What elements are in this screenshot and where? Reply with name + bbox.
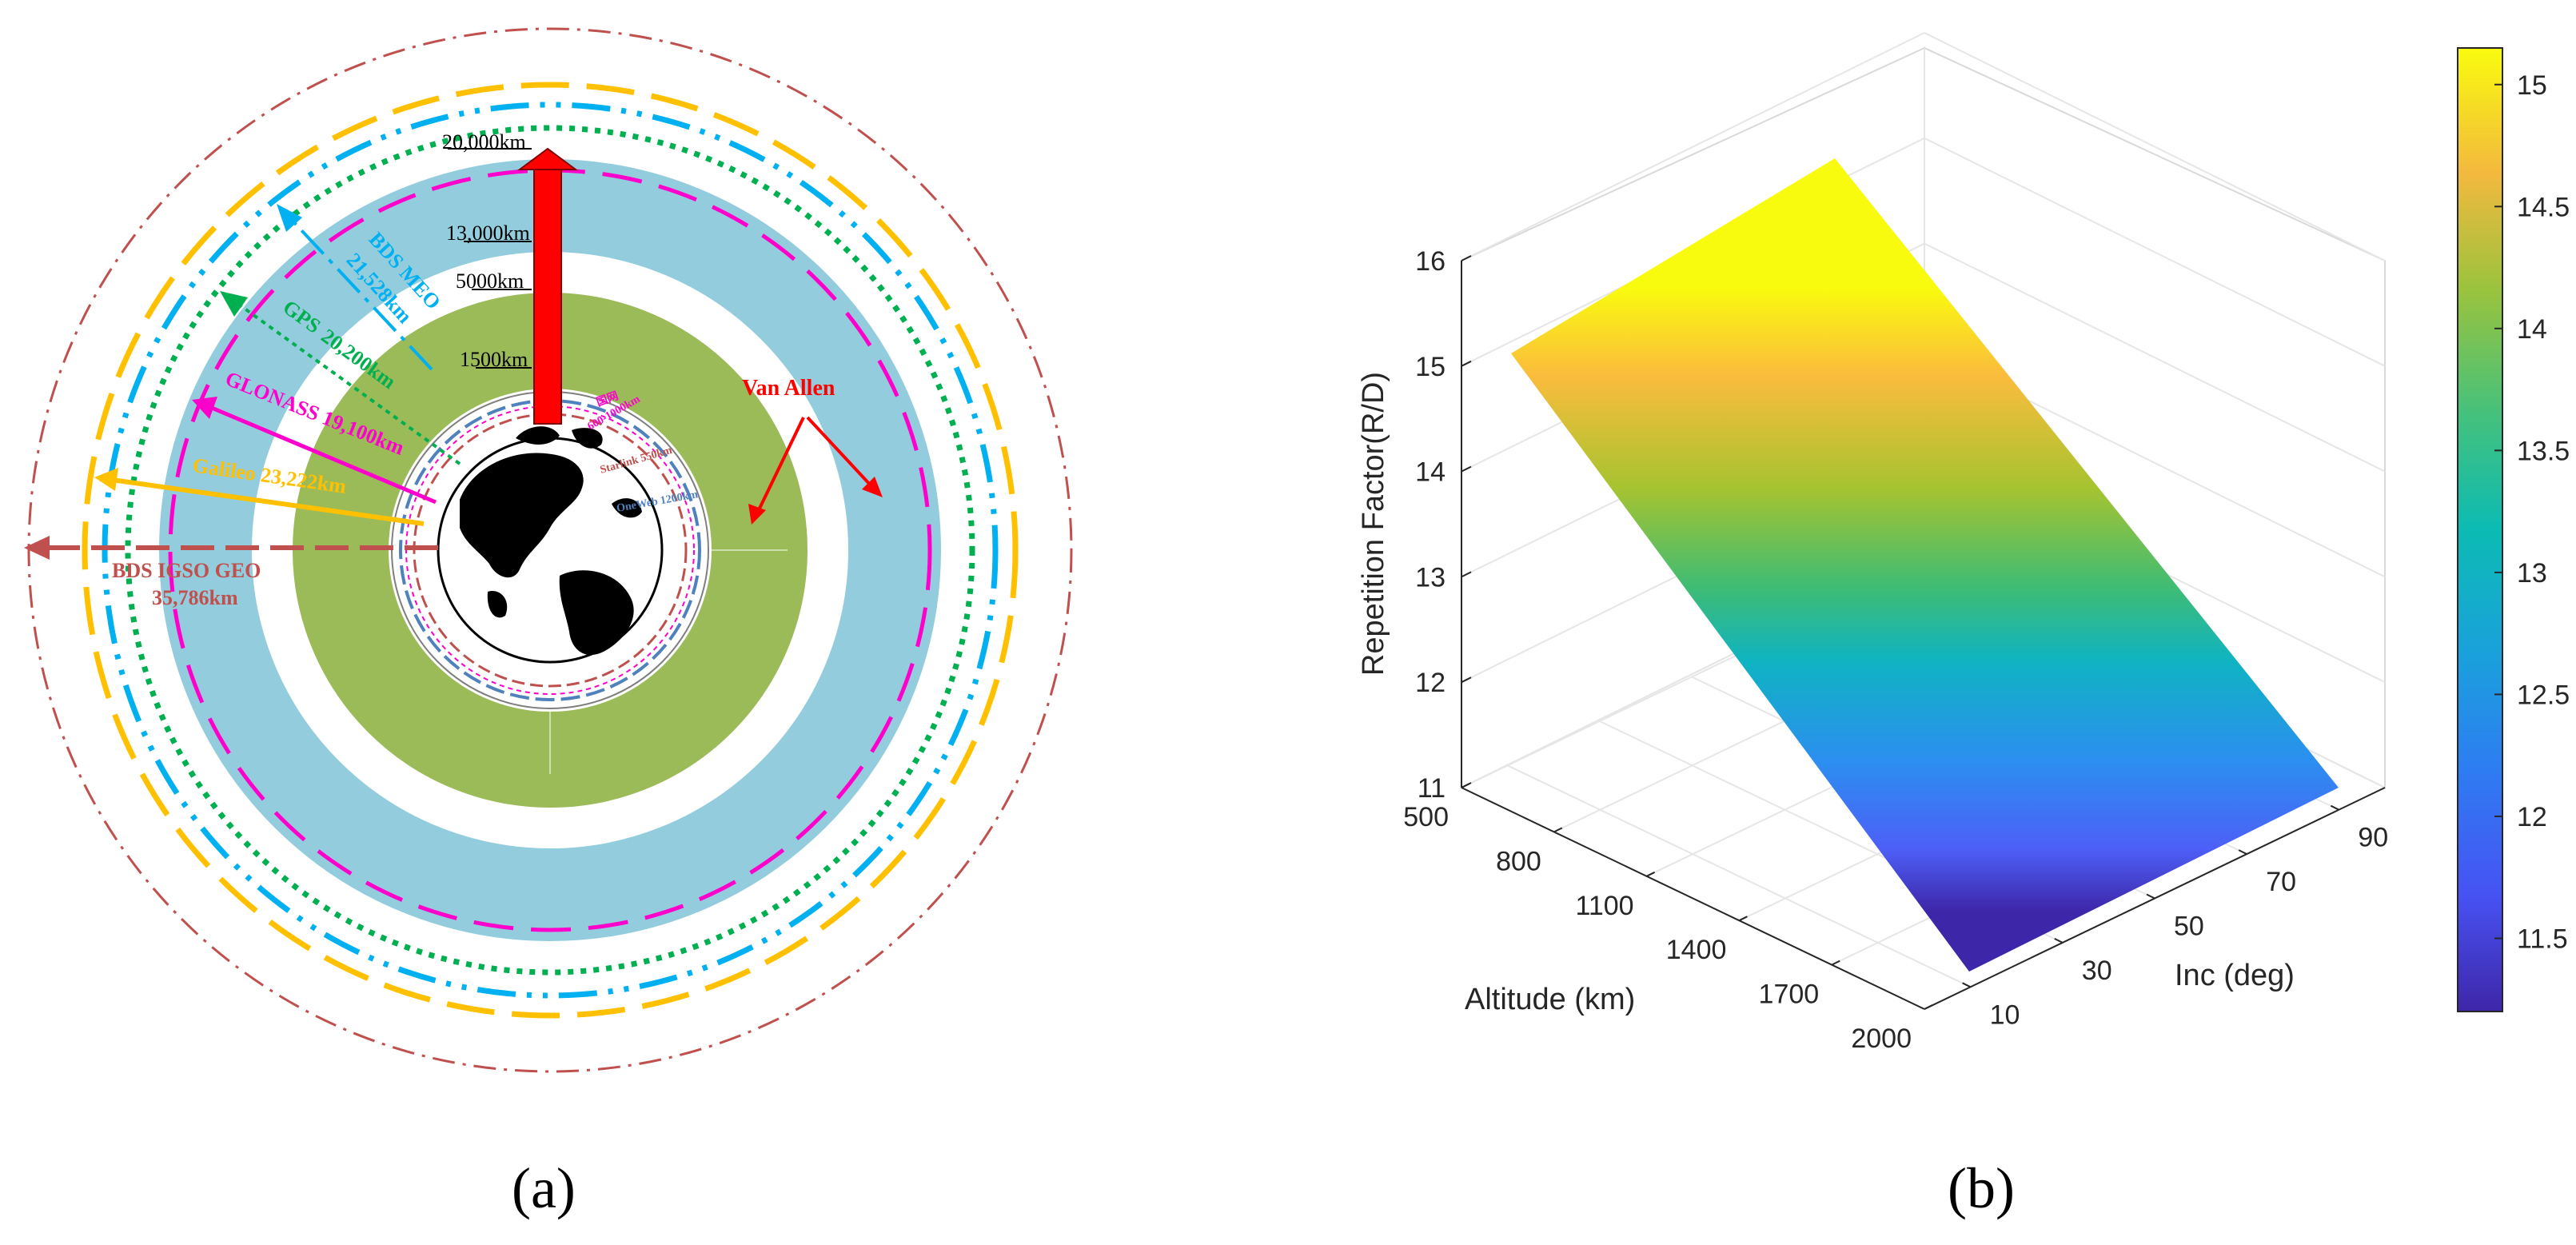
z-tick-label: 12 bbox=[1415, 668, 1446, 698]
colorbar-tick-label: 13 bbox=[2517, 558, 2547, 589]
gps-orbit-ring bbox=[125, 125, 975, 976]
van-allen-arrow-outer bbox=[806, 416, 883, 497]
van-allen-arrow-inner bbox=[748, 417, 805, 525]
y-tick-label: 10 bbox=[1990, 1000, 2020, 1030]
earth-continents-icon bbox=[460, 426, 642, 656]
z-tick-label: 11 bbox=[1418, 773, 1446, 804]
x-tick-label: 1400 bbox=[1666, 935, 1727, 965]
panel-b-label: (b) bbox=[1948, 1156, 2015, 1220]
x-axis-label: Altitude (km) bbox=[1465, 983, 1635, 1016]
altitude-marker-1500: 1500km bbox=[460, 348, 528, 371]
panel-a-label: (a) bbox=[512, 1156, 576, 1220]
z-tick-label: 13 bbox=[1415, 562, 1446, 593]
x-tick-label: 1100 bbox=[1575, 891, 1633, 921]
colorbar bbox=[2457, 47, 2503, 1012]
colorbar-tick-label: 14 bbox=[2517, 314, 2547, 345]
altitude-marker-5000: 5000km bbox=[456, 269, 524, 293]
colorbar-tick-label: 12.5 bbox=[2517, 680, 2570, 710]
altitude-marker-20000: 20,000km bbox=[442, 130, 526, 154]
colorbar-tick-label: 12 bbox=[2517, 802, 2547, 832]
x-tick-mark bbox=[1738, 916, 1748, 922]
x-tick-mark bbox=[1461, 783, 1470, 788]
geo-orbit-ring bbox=[27, 27, 1073, 1073]
colorbar-tick-label: 14.5 bbox=[2517, 192, 2570, 222]
z-tick-mark bbox=[1461, 465, 1472, 473]
x-axis-line bbox=[1461, 787, 1925, 1010]
y-axis-ticks: 10 30 50 70 90 bbox=[1962, 804, 2388, 1030]
bds-meo-arrow bbox=[277, 204, 433, 371]
x-axis-ticks: 500 800 1100 1400 1700 2000 bbox=[1403, 783, 1933, 1054]
y-tick-label: 30 bbox=[2082, 956, 2112, 986]
z-gridline bbox=[1461, 32, 1925, 261]
colorbar-tick-label: 11.5 bbox=[2517, 924, 2568, 954]
z-tick-label: 16 bbox=[1415, 246, 1446, 277]
x-tick-mark bbox=[1646, 871, 1656, 877]
galileo-orbit-ring bbox=[82, 82, 1019, 1019]
y-tick-mark bbox=[2330, 804, 2339, 811]
x-tick-label: 500 bbox=[1403, 802, 1449, 832]
z-gridline bbox=[1924, 137, 2386, 367]
y-tick-mark bbox=[1962, 982, 1972, 988]
z-axis-label: Repetition Factor(R/D) bbox=[1357, 372, 1390, 676]
y-tick-mark bbox=[2146, 893, 2155, 900]
colorbar-ticks: 11.5 12 12.5 13 13.5 14 14.5 15 bbox=[2494, 70, 2570, 954]
geo-altitude: 35,786km bbox=[152, 586, 238, 609]
z-tick-label: 15 bbox=[1415, 352, 1446, 382]
galileo-arrow bbox=[94, 468, 425, 526]
y-tick-mark bbox=[2054, 938, 2064, 944]
altitude-arrow-head bbox=[516, 147, 579, 170]
y-tick-label: 90 bbox=[2358, 823, 2388, 853]
z-tick-label: 14 bbox=[1415, 457, 1446, 488]
y-tick-mark bbox=[2238, 849, 2247, 855]
altitude-marker-13000: 13,000km bbox=[446, 221, 530, 245]
x-tick-mark bbox=[1553, 827, 1563, 833]
z-axis-ticks: 11 12 13 14 15 16 bbox=[1415, 246, 1472, 804]
geo-label: BDS IGSO GEO bbox=[112, 559, 261, 582]
repetition-factor-surface bbox=[1511, 158, 2339, 972]
altitude-arrow-shaft bbox=[533, 169, 562, 425]
colorbar-tick-label: 13.5 bbox=[2517, 436, 2570, 466]
x-tick-mark bbox=[1924, 1004, 1933, 1010]
x-tick-label: 800 bbox=[1496, 846, 1541, 876]
gps-arrow bbox=[220, 291, 461, 465]
z-tick-mark bbox=[1461, 676, 1472, 684]
surface-chart: 11 12 13 14 15 16 500 800 1100 1400 1700 2000 10 30… bbox=[1357, 32, 2570, 1054]
z-gridline bbox=[1924, 32, 2386, 261]
van-allen-label: Van Allen bbox=[742, 376, 835, 401]
y-gridline bbox=[1507, 764, 1972, 988]
z-tick-mark bbox=[1461, 360, 1472, 367]
y-tick-label: 50 bbox=[2174, 912, 2204, 942]
z-gridline bbox=[1924, 242, 2386, 473]
x-tick-label: 1700 bbox=[1759, 980, 1820, 1010]
x-tick-mark bbox=[1831, 960, 1840, 966]
orbit-diagram: 20,000km 13,000km 5000km 1500km bbox=[24, 27, 1073, 1073]
colorbar-tick-label: 15 bbox=[2517, 70, 2547, 101]
z-tick-mark bbox=[1461, 571, 1472, 578]
x-tick-label: 2000 bbox=[1851, 1024, 1912, 1054]
y-tick-label: 70 bbox=[2266, 867, 2296, 897]
glonass-arrow bbox=[192, 397, 437, 505]
z-tick-mark bbox=[1461, 255, 1472, 261]
y-axis-label: Inc (deg) bbox=[2175, 959, 2295, 992]
geo-arrow bbox=[24, 536, 438, 560]
